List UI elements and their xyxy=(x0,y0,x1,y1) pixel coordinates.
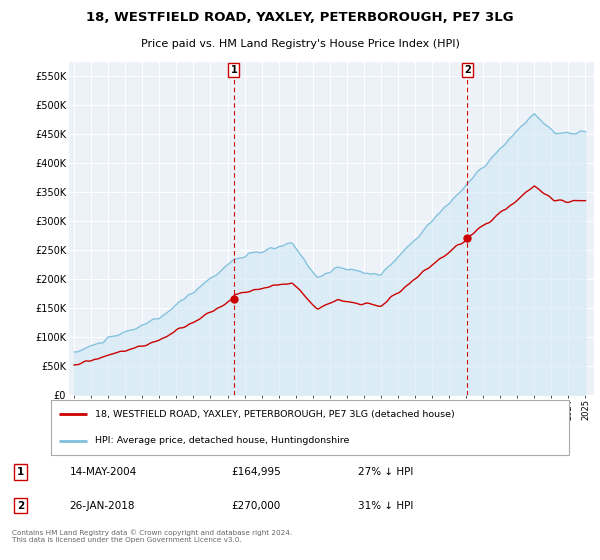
Text: 26-JAN-2018: 26-JAN-2018 xyxy=(70,501,135,511)
Text: HPI: Average price, detached house, Huntingdonshire: HPI: Average price, detached house, Hunt… xyxy=(95,436,350,445)
Text: 1: 1 xyxy=(230,65,237,75)
Text: 18, WESTFIELD ROAD, YAXLEY, PETERBOROUGH, PE7 3LG: 18, WESTFIELD ROAD, YAXLEY, PETERBOROUGH… xyxy=(86,11,514,24)
Text: £164,995: £164,995 xyxy=(231,467,281,477)
Text: 31% ↓ HPI: 31% ↓ HPI xyxy=(358,501,413,511)
Text: 1: 1 xyxy=(17,467,24,477)
Text: Price paid vs. HM Land Registry's House Price Index (HPI): Price paid vs. HM Land Registry's House … xyxy=(140,39,460,49)
FancyBboxPatch shape xyxy=(50,400,569,455)
Text: 27% ↓ HPI: 27% ↓ HPI xyxy=(358,467,413,477)
Text: 2: 2 xyxy=(464,65,471,75)
Text: £270,000: £270,000 xyxy=(231,501,280,511)
Text: 18, WESTFIELD ROAD, YAXLEY, PETERBOROUGH, PE7 3LG (detached house): 18, WESTFIELD ROAD, YAXLEY, PETERBOROUGH… xyxy=(95,410,455,419)
Text: 2: 2 xyxy=(17,501,24,511)
Text: 14-MAY-2004: 14-MAY-2004 xyxy=(70,467,137,477)
Text: Contains HM Land Registry data © Crown copyright and database right 2024.
This d: Contains HM Land Registry data © Crown c… xyxy=(12,529,292,543)
